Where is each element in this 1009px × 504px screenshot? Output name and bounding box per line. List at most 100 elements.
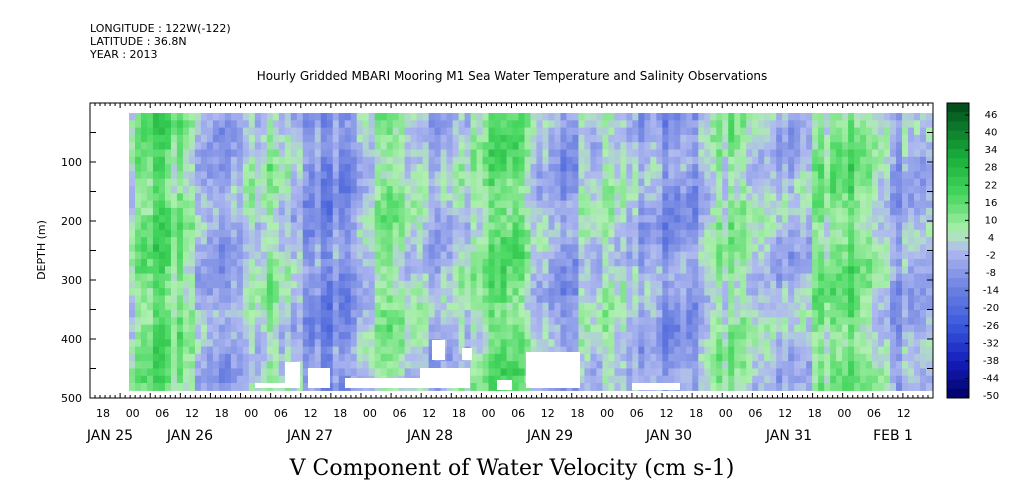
heatmap-cell — [860, 134, 867, 143]
heatmap-cell — [182, 120, 190, 129]
heatmap-cell — [608, 251, 615, 260]
heatmap-cell — [158, 383, 166, 391]
heatmap-cell — [632, 368, 639, 377]
heatmap-cell — [542, 164, 550, 173]
heatmap-cell — [392, 200, 400, 209]
heatmap-cell — [716, 280, 723, 289]
heatmap-cell — [224, 266, 232, 275]
heatmap-cell — [434, 302, 442, 311]
heatmap-cell — [830, 339, 837, 348]
heatmap-cell — [332, 222, 340, 231]
heatmap-cell — [872, 120, 879, 129]
heatmap-cell — [470, 324, 478, 333]
heatmap-cell — [572, 317, 580, 326]
heatmap-cell — [764, 353, 771, 362]
heatmap-cell — [314, 134, 322, 143]
heatmap-cell — [152, 310, 160, 318]
heatmap-cell — [662, 295, 669, 304]
heatmap-cell — [218, 353, 226, 362]
heatmap-cell — [782, 383, 789, 391]
heatmap-cell — [278, 207, 286, 216]
heatmap-cell — [782, 244, 789, 253]
heatmap-cell — [422, 258, 430, 267]
heatmap-cell — [152, 193, 160, 202]
heatmap-cell — [140, 317, 148, 326]
heatmap-cell — [320, 142, 328, 151]
heatmap-cell — [506, 171, 514, 180]
heatmap-cell — [602, 127, 609, 136]
heatmap-cell — [542, 324, 550, 333]
heatmap-cell — [644, 324, 651, 333]
heatmap-cell — [596, 361, 604, 370]
heatmap-cell — [129, 280, 136, 289]
heatmap-cell — [842, 310, 849, 318]
longitude-label: LONGITUDE : 122W(-122) — [90, 22, 231, 35]
heatmap-cell — [758, 339, 765, 348]
heatmap-cell — [362, 156, 370, 165]
heatmap-cell — [788, 149, 795, 158]
heatmap-cell — [656, 237, 663, 245]
heatmap-cell — [314, 120, 322, 129]
heatmap-cell — [518, 353, 526, 362]
heatmap-cell — [818, 251, 825, 260]
heatmap-cell — [452, 266, 460, 275]
heatmap-cell — [590, 317, 598, 326]
heatmap-cell — [182, 134, 190, 143]
heatmap-cell — [129, 266, 136, 275]
heatmap-cell — [386, 222, 394, 231]
heatmap-cell — [410, 215, 418, 224]
heatmap-cell — [632, 193, 639, 202]
heatmap-cell — [278, 266, 286, 275]
heatmap-cell — [416, 222, 424, 231]
heatmap-cell — [326, 317, 334, 326]
heatmap-cell — [344, 186, 352, 194]
heatmap-cell — [746, 302, 753, 311]
heatmap-cell — [482, 310, 490, 318]
heatmap-cell — [140, 186, 148, 194]
heatmap-cell — [698, 273, 705, 282]
heatmap-cell — [434, 164, 442, 173]
heatmap-cell — [842, 229, 849, 238]
heatmap-cell — [542, 142, 550, 151]
heatmap-cell — [254, 156, 262, 165]
heatmap-cell — [428, 324, 436, 333]
heatmap-cell — [500, 207, 508, 216]
heatmap-cell — [620, 302, 627, 311]
heatmap-cell — [512, 222, 520, 231]
heatmap-cell — [572, 331, 580, 340]
heatmap-cell — [884, 288, 891, 297]
heatmap-cell — [752, 361, 759, 370]
heatmap-cell — [674, 229, 681, 238]
heatmap-cell — [770, 171, 777, 180]
heatmap-cell — [566, 251, 574, 260]
heatmap-cell — [740, 200, 747, 209]
heatmap-cell — [722, 266, 729, 275]
heatmap-cell — [458, 339, 466, 348]
heatmap-cell — [296, 215, 304, 224]
heatmap-cell — [254, 222, 262, 231]
heatmap-cell — [842, 222, 849, 231]
heatmap-cell — [284, 288, 292, 297]
heatmap-cell — [254, 375, 262, 384]
heatmap-cell — [890, 375, 897, 384]
heatmap-cell — [704, 156, 711, 165]
heatmap-cell — [230, 113, 238, 121]
heatmap-cell — [350, 295, 358, 304]
heatmap-cell — [152, 113, 160, 121]
heatmap-cell — [452, 229, 460, 238]
heatmap-cell — [860, 288, 867, 297]
heatmap-cell — [518, 361, 526, 370]
heatmap-cell — [806, 295, 813, 304]
heatmap-cell — [129, 120, 136, 129]
heatmap-cell — [782, 156, 789, 165]
heatmap-cell — [752, 120, 759, 129]
heatmap-cell — [392, 215, 400, 224]
heatmap-cell — [614, 295, 621, 304]
heatmap-cell — [764, 186, 771, 194]
heatmap-cell — [332, 266, 340, 275]
heatmap-cell — [548, 142, 556, 151]
heatmap-cell — [638, 171, 645, 180]
heatmap-cell — [578, 200, 586, 209]
heatmap-cell — [134, 288, 142, 297]
heatmap-cell — [326, 251, 334, 260]
